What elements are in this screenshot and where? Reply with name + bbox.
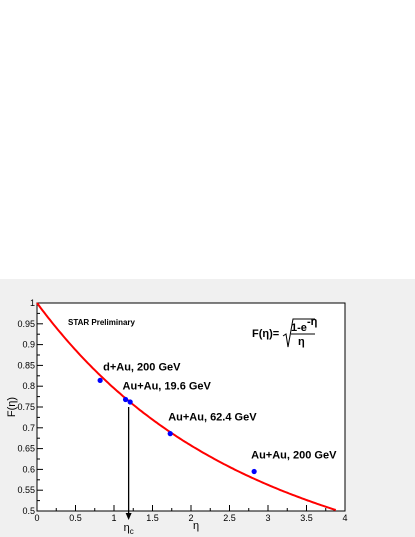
data-point [97, 377, 103, 383]
eta-c-symbol: η [124, 522, 130, 534]
tick-layer: 0 0.5 1 1.5 2 2.5 3 3.5 40.50.550.60.650.70.750.… [17, 298, 347, 523]
y-axis-label: F(η) [6, 397, 18, 417]
y-tick-label: 0.65 [17, 444, 35, 454]
x-tick-label: 3.5 [300, 513, 313, 523]
formula-lhs: F(η)= [252, 328, 279, 340]
data-point [251, 468, 257, 475]
point-label: Au+Au, 62.4 GeV [168, 412, 257, 424]
y-tick-label: 0.9 [22, 340, 35, 350]
eta-c-marker: ηc [124, 407, 134, 536]
point-label: Au+Au, 200 GeV [251, 449, 337, 461]
x-tick-label: 0 [34, 513, 39, 523]
x-tick-label: 2 [188, 513, 193, 523]
y-tick-label: 0.5 [22, 506, 35, 516]
eta-c-label: ηc [124, 522, 134, 536]
x-axis-label: η [193, 520, 199, 532]
theory-curve [36, 302, 337, 511]
data-point [167, 431, 173, 437]
point-label: d+Au, 200 GeV [103, 361, 181, 373]
y-tick-label: 0.75 [17, 402, 35, 412]
chart-svg: 0 0.5 1 1.5 2 2.5 3 3.5 40.50.550.60.650.70.750.… [6, 298, 348, 536]
chart-figure: 0 0.5 1 1.5 2 2.5 3 3.5 4 0.5 0.55 0.6 0.65 0.7 0.75 0.… [0, 279, 415, 537]
y-tick-label: 0.95 [17, 319, 35, 329]
x-tick-label: 3 [265, 513, 270, 523]
x-tick-label: 2.5 [223, 513, 236, 523]
y-tick-label: 0.85 [17, 360, 35, 370]
x-tick-label: 1.5 [146, 513, 159, 523]
eta-c-subscript: c [130, 527, 134, 536]
formula: F(η)= 1-e -η η [252, 316, 318, 348]
x-tick-label: 0.5 [69, 513, 82, 523]
formula-radical [282, 318, 315, 348]
formula-exponent: -η [307, 316, 318, 328]
points-layer: d+Au, 200 GeV Au+Au, 19.6 GeV Au+Au, 62.4 … [97, 361, 337, 475]
y-tick-label: 0.6 [22, 464, 35, 474]
plot-frame [36, 302, 346, 512]
x-tick-label: 4 [342, 513, 347, 523]
eta-c-arrow-head [125, 513, 132, 520]
data-point [127, 399, 133, 405]
data-point [122, 396, 129, 403]
preliminary-label: STAR Preliminary [68, 318, 136, 327]
y-tick-label: 1 [30, 298, 35, 308]
point-label: Au+Au, 19.6 GeV [123, 381, 212, 393]
y-tick-label: 0.7 [22, 423, 35, 433]
y-tick-label: 0.55 [17, 485, 35, 495]
x-tick-label: 1 [111, 513, 116, 523]
formula-numerator: 1-e [291, 322, 307, 334]
y-tick-label: 0.8 [22, 381, 35, 391]
formula-denominator: η [298, 336, 305, 348]
